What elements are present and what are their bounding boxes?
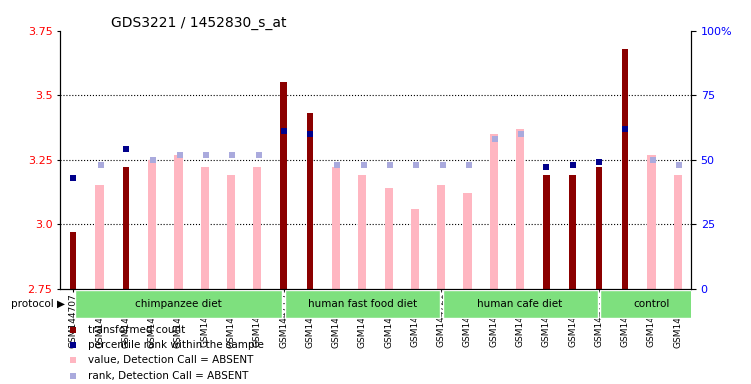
Text: human cafe diet: human cafe diet [478, 299, 562, 309]
Bar [385, 188, 393, 289]
Bar [437, 185, 445, 289]
Text: GDS3221 / 1452830_s_at: GDS3221 / 1452830_s_at [110, 16, 286, 30]
Bar [411, 209, 419, 289]
Text: value, Detection Call = ABSENT: value, Detection Call = ABSENT [89, 356, 254, 366]
Bar [95, 185, 104, 289]
Bar [174, 154, 182, 289]
Bar [227, 175, 235, 289]
FancyBboxPatch shape [285, 290, 440, 318]
Bar [122, 167, 129, 289]
Text: transformed count: transformed count [89, 325, 185, 335]
Text: chimpanzee diet: chimpanzee diet [135, 299, 222, 309]
Text: rank, Detection Call = ABSENT: rank, Detection Call = ABSENT [89, 371, 249, 381]
Bar [70, 232, 77, 289]
Bar [516, 129, 524, 289]
Bar [543, 175, 550, 289]
Bar [280, 82, 287, 289]
FancyBboxPatch shape [442, 290, 598, 318]
Bar [647, 154, 656, 289]
FancyBboxPatch shape [74, 290, 282, 318]
Bar [596, 167, 602, 289]
Bar [201, 167, 209, 289]
Bar [306, 113, 313, 289]
Bar [490, 134, 498, 289]
Bar [253, 167, 261, 289]
Text: control: control [633, 299, 670, 309]
FancyBboxPatch shape [600, 290, 703, 318]
Text: human fast food diet: human fast food diet [308, 299, 417, 309]
Text: protocol ▶: protocol ▶ [11, 299, 65, 309]
Text: percentile rank within the sample: percentile rank within the sample [89, 340, 264, 350]
Bar [622, 49, 629, 289]
Bar [358, 175, 366, 289]
Bar [463, 193, 472, 289]
Bar [674, 175, 682, 289]
Bar [332, 167, 340, 289]
Bar [148, 160, 156, 289]
Bar [569, 175, 576, 289]
